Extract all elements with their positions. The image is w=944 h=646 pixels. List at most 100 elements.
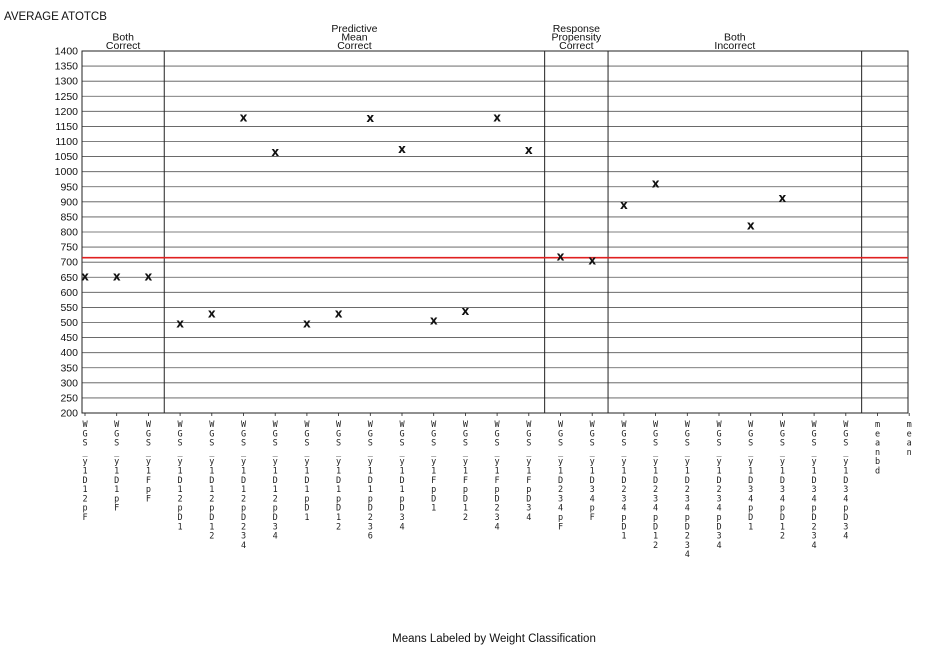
- x-tick-char: n: [907, 448, 912, 458]
- y-tick-label: 450: [60, 332, 78, 344]
- x-tick-char: 2: [273, 494, 278, 504]
- x-tick-char: S: [748, 439, 753, 449]
- x-tick-char: _: [399, 448, 405, 458]
- x-tick-char: _: [463, 448, 469, 458]
- x-tick-char: D: [336, 476, 341, 486]
- x-tick-char: p: [526, 485, 531, 495]
- x-tick-char: D: [495, 494, 500, 504]
- x-tick-char: S: [399, 439, 404, 449]
- x-tick-char: 1: [748, 467, 753, 477]
- x-tick-char: F: [495, 476, 500, 486]
- y-tick-label: 1200: [55, 106, 79, 118]
- x-tick-char: D: [368, 476, 373, 486]
- x-tick-char: D: [685, 476, 690, 486]
- x-tick-char: 1: [590, 467, 595, 477]
- x-tick-char: 4: [653, 504, 658, 514]
- x-tick-char: 4: [780, 494, 785, 504]
- x-tick-char: 2: [621, 485, 626, 495]
- x-tick-char: y: [843, 457, 848, 467]
- x-tick-char: D: [590, 476, 595, 486]
- y-tick-label: 800: [60, 227, 78, 239]
- x-tick-char: G: [241, 429, 246, 439]
- x-tick-char: S: [590, 439, 595, 449]
- x-tick-char: p: [241, 504, 246, 514]
- x-tick-char: W: [336, 420, 342, 430]
- x-tick-char: G: [716, 429, 721, 439]
- x-tick-char: p: [114, 494, 119, 504]
- x-tick-char: 4: [241, 541, 246, 551]
- x-tick-char: 1: [558, 467, 563, 477]
- x-tick-char: b: [875, 457, 880, 467]
- x-tick-char: D: [621, 522, 626, 532]
- group-header-line: Predictive: [331, 23, 377, 35]
- x-tick-char: G: [304, 429, 309, 439]
- x-tick-char: 1: [178, 467, 183, 477]
- x-tick-char: 2: [653, 541, 658, 551]
- x-tick-char: _: [304, 448, 310, 458]
- y-tick-label: 850: [60, 211, 78, 223]
- x-tick-char: 3: [495, 513, 500, 523]
- x-tick-char: 1: [843, 467, 848, 477]
- x-tick-char: G: [399, 429, 404, 439]
- x-tick-char: G: [146, 429, 151, 439]
- x-tick-char: G: [621, 429, 626, 439]
- x-tick-char: 3: [526, 504, 531, 514]
- x-tick-char: G: [463, 429, 468, 439]
- x-tick-char: p: [431, 485, 436, 495]
- x-tick-char: 1: [304, 467, 309, 477]
- x-tick-char: W: [114, 420, 120, 430]
- x-tick-char: p: [463, 485, 468, 495]
- x-tick-char: 2: [495, 504, 500, 514]
- x-tick-char: y: [653, 457, 658, 467]
- x-tick-char: F: [82, 513, 87, 523]
- x-tick-char: W: [241, 420, 247, 430]
- x-tick-char: y: [590, 457, 595, 467]
- x-tick-char: W: [209, 420, 215, 430]
- y-tick-label: 750: [60, 242, 78, 254]
- data-point: x: [81, 270, 89, 284]
- x-tick-char: S: [685, 439, 690, 449]
- x-tick-char: W: [368, 420, 374, 430]
- data-point: x: [557, 250, 565, 264]
- x-tick-char: _: [621, 448, 627, 458]
- x-tick-char: 1: [336, 513, 341, 523]
- plot-frame: [81, 50, 909, 414]
- x-tick-char: 4: [812, 494, 817, 504]
- x-tick-char: p: [495, 485, 500, 495]
- x-tick-char: D: [653, 522, 658, 532]
- x-tick-char: S: [843, 439, 848, 449]
- y-tick-label: 650: [60, 272, 78, 284]
- x-tick-char: _: [431, 448, 437, 458]
- x-tick-char: F: [526, 476, 531, 486]
- data-point: x: [176, 316, 184, 330]
- x-tick-char: D: [621, 476, 626, 486]
- x-tick-char: 1: [209, 467, 214, 477]
- x-tick-char: 4: [399, 522, 404, 532]
- x-tick-label: W G S _ y 1 D 1 2 p D 3 4: [273, 420, 279, 542]
- x-axis-title: Means Labeled by Weight Classification: [392, 633, 596, 645]
- data-point: x: [462, 304, 470, 318]
- x-tick-label: W G S _ y 1 D 1 p D 1 2: [336, 420, 342, 532]
- x-tick-char: 4: [685, 504, 690, 514]
- x-tick-char: 2: [653, 485, 658, 495]
- x-tick-char: D: [748, 476, 753, 486]
- x-tick-char: W: [399, 420, 405, 430]
- x-tick-char: 3: [621, 494, 626, 504]
- data-point: x: [335, 306, 343, 320]
- x-tick-char: D: [812, 513, 817, 523]
- x-tick-char: 1: [621, 467, 626, 477]
- x-tick-char: 4: [558, 504, 563, 514]
- x-tick-char: 2: [209, 494, 214, 504]
- x-tick-char: _: [558, 448, 564, 458]
- x-tick-char: 3: [812, 485, 817, 495]
- x-tick-char: _: [526, 448, 532, 458]
- x-tick-char: y: [304, 457, 309, 467]
- x-tick-char: D: [178, 513, 183, 523]
- x-tick-char: W: [273, 420, 279, 430]
- x-tick-char: 4: [685, 550, 690, 560]
- x-tick-char: m: [907, 420, 912, 430]
- x-tick-char: _: [209, 448, 215, 458]
